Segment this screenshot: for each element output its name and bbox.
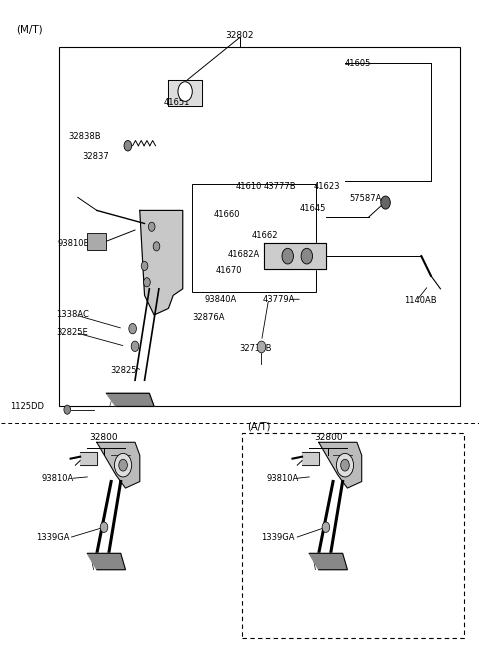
Text: 41660: 41660 [214,210,240,219]
Circle shape [64,405,71,414]
Text: 41623: 41623 [314,182,340,192]
Circle shape [153,242,160,251]
Circle shape [131,341,139,352]
Circle shape [124,140,132,151]
Text: 57587A: 57587A [350,194,382,203]
Polygon shape [97,442,140,488]
Text: 43777B: 43777B [264,182,297,192]
Circle shape [100,522,108,533]
Circle shape [257,341,266,353]
Circle shape [119,459,127,471]
Bar [192,184,316,292]
Text: 93810B: 93810B [58,239,90,247]
Circle shape [336,453,354,477]
Polygon shape [302,452,319,465]
Text: 1338AC: 1338AC [56,310,89,319]
Text: 32731B: 32731B [239,344,272,353]
Circle shape [148,222,155,232]
Text: 32800: 32800 [314,434,343,442]
Circle shape [144,277,150,287]
Polygon shape [140,211,183,315]
Polygon shape [87,554,125,569]
Text: 32876A: 32876A [192,313,225,322]
Polygon shape [107,394,154,406]
Circle shape [301,249,312,264]
Polygon shape [264,243,326,269]
Circle shape [115,453,132,477]
Text: 93810A: 93810A [42,474,74,483]
Text: 41645: 41645 [300,204,326,213]
Text: 41682A: 41682A [228,251,260,259]
Text: (A/T): (A/T) [247,421,271,431]
Text: 41670: 41670 [215,266,242,275]
Text: 41610: 41610 [235,182,262,192]
Text: 43779A: 43779A [263,295,295,304]
Text: 32800: 32800 [90,434,118,442]
Bar [87,234,107,250]
Circle shape [322,522,330,533]
Circle shape [282,249,293,264]
Text: 1339GA: 1339GA [262,533,295,542]
Text: 93810A: 93810A [266,474,299,483]
Text: 41605: 41605 [345,59,372,68]
Text: 41651: 41651 [164,98,190,107]
Circle shape [381,196,390,209]
Polygon shape [80,452,97,465]
Text: 1339GA: 1339GA [36,533,69,542]
Text: 1125DD: 1125DD [10,402,44,411]
Polygon shape [309,554,348,569]
Circle shape [141,261,148,270]
Polygon shape [168,80,202,106]
Text: 32825: 32825 [110,366,137,375]
Bar [59,47,459,406]
Text: 1140AB: 1140AB [404,296,437,305]
Circle shape [178,82,192,101]
Text: 32825E: 32825E [56,328,88,337]
Text: 32802: 32802 [226,31,254,40]
Text: 32837: 32837 [83,152,109,161]
Text: 41662: 41662 [252,232,278,240]
Text: (M/T): (M/T) [16,24,42,34]
Text: 93840A: 93840A [204,295,237,304]
Circle shape [129,323,136,334]
Polygon shape [319,442,362,488]
Text: 32838B: 32838B [68,132,101,141]
Circle shape [341,459,349,471]
